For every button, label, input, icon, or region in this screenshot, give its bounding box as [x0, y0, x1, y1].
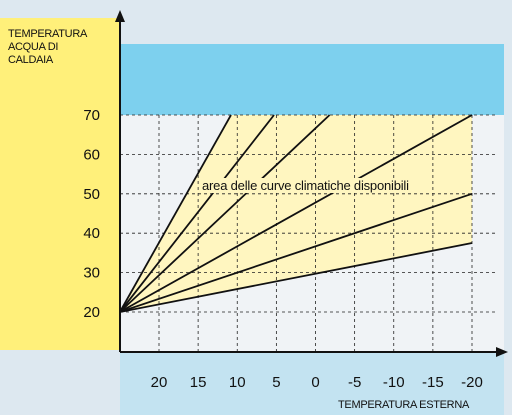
y-tick-label: 50 [83, 186, 100, 203]
x-tick-label: -5 [348, 374, 361, 391]
y-axis-arrow [115, 10, 125, 22]
y-axis-label-line: TEMPERATURA [8, 28, 88, 40]
y-axis-label-line: ACQUA DI [8, 41, 59, 53]
y-tick-label: 70 [83, 107, 100, 124]
x-axis-band [120, 352, 504, 415]
y-tick-label: 60 [83, 146, 100, 163]
grid [120, 114, 498, 352]
climatic-curves [119, 114, 473, 313]
x-tick-labels: 20 15 10 5 0 -5 -10 -15 -20 [151, 374, 483, 391]
x-tick-label: 10 [229, 374, 246, 391]
y-axis-label: TEMPERATURA ACQUA DI CALDAIA [8, 28, 118, 67]
x-tick-label: 0 [311, 374, 319, 391]
y-tick-labels: 20 30 40 50 60 70 [83, 107, 100, 321]
x-axis-label: TEMPERATURA ESTERNA [338, 399, 470, 411]
climatic-curve [119, 114, 473, 313]
climatic-curve [119, 192, 473, 313]
y-tick-label: 20 [83, 304, 100, 321]
y-axis-label-line: CALDAIA [8, 54, 53, 66]
climatic-curve [119, 114, 331, 313]
top-band [120, 44, 504, 115]
y-tick-label: 30 [83, 265, 100, 282]
y-tick-label: 40 [83, 225, 100, 242]
x-axis-arrow [496, 347, 508, 357]
climatic-curve [119, 114, 275, 313]
x-tick-label: 15 [190, 374, 207, 391]
x-tick-label: -20 [461, 374, 483, 391]
x-tick-label: -10 [383, 374, 405, 391]
climatic-curve [119, 114, 232, 313]
x-tick-label: 20 [151, 374, 168, 391]
x-tick-label: -15 [422, 374, 444, 391]
area-annotation: area delle curve climatiche disponibili [201, 178, 410, 193]
climatic-curve [119, 242, 473, 313]
x-tick-label: 5 [272, 374, 280, 391]
y-axis-band [0, 18, 120, 350]
